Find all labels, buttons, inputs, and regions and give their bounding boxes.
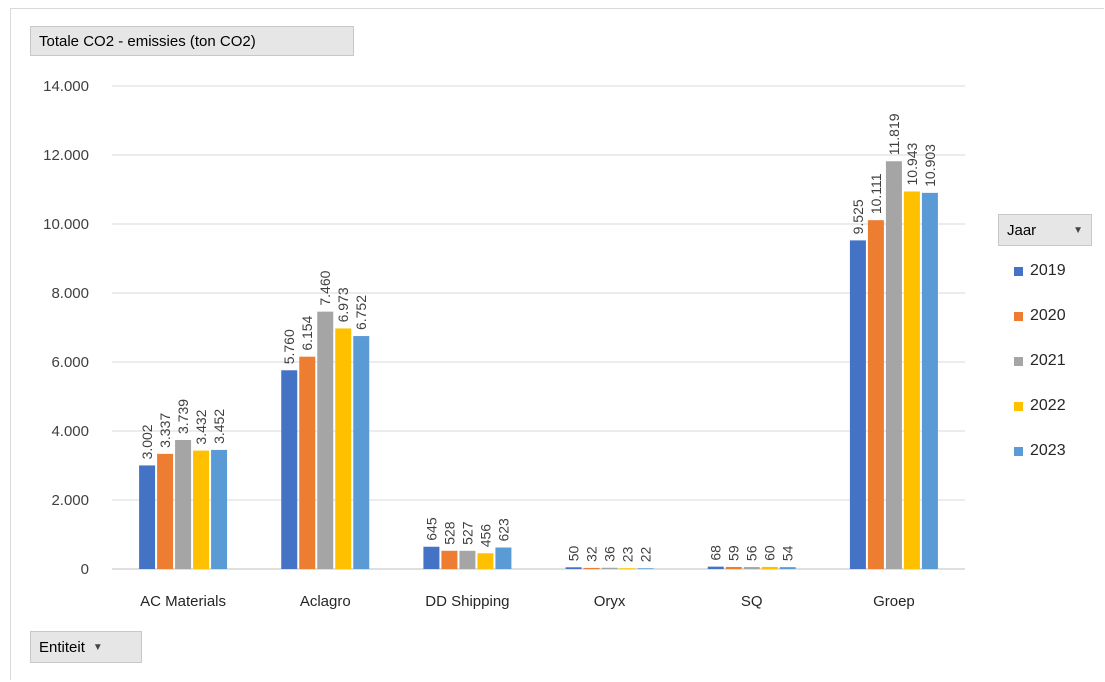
data-label: 6.973	[335, 287, 351, 322]
category-label: Oryx	[594, 593, 626, 610]
legend-swatch	[1014, 266, 1023, 276]
y-tick-label: 8.000	[51, 285, 89, 302]
bar-2020[interactable]	[725, 566, 742, 569]
bar-2022[interactable]	[335, 328, 352, 569]
legend-label: 2023	[1030, 442, 1066, 459]
bar-2023[interactable]	[779, 567, 796, 569]
data-label: 528	[441, 521, 457, 545]
legend-item-2022[interactable]: 2022	[1014, 395, 1066, 417]
bar-2021[interactable]	[175, 440, 192, 569]
data-label: 56	[744, 545, 760, 561]
data-label: 11.819	[886, 113, 902, 155]
data-label: 59	[726, 545, 742, 561]
category-label: SQ	[741, 593, 763, 610]
data-label: 7.460	[317, 270, 333, 305]
bar-2020[interactable]	[157, 453, 174, 569]
y-tick-label: 12.000	[43, 147, 89, 164]
entity-filter-button[interactable]: Entiteit ▼	[30, 631, 142, 663]
category-label: DD Shipping	[425, 593, 509, 610]
category-label: AC Materials	[140, 593, 226, 610]
data-label: 23	[620, 546, 636, 562]
year-filter-label: Jaar	[1007, 221, 1037, 239]
data-label: 3.432	[193, 409, 209, 444]
data-label: 10.111	[868, 173, 884, 214]
data-label: 3.452	[211, 409, 227, 444]
values-field-label: Totale CO2 - emissies (ton CO2)	[39, 32, 256, 50]
data-label: 645	[423, 517, 439, 541]
entity-filter-label: Entiteit	[39, 638, 85, 656]
bar-2019[interactable]	[565, 567, 582, 569]
legend-item-2023[interactable]: 2023	[1014, 440, 1066, 462]
legend-label: 2020	[1030, 307, 1066, 324]
data-label: 6.154	[299, 315, 315, 350]
bar-2020[interactable]	[867, 220, 884, 569]
dropdown-arrow-icon[interactable]: ▼	[92, 641, 103, 653]
bar-2023[interactable]	[495, 547, 512, 569]
legend-swatch	[1014, 311, 1023, 321]
values-field-button[interactable]: Totale CO2 - emissies (ton CO2)	[30, 26, 354, 56]
legend-item-2021[interactable]: 2021	[1014, 350, 1066, 372]
category-label: Aclagro	[300, 593, 351, 610]
data-label: 623	[495, 518, 511, 542]
data-label: 50	[566, 545, 582, 561]
y-tick-label: 2.000	[51, 492, 89, 509]
category-label: Groep	[873, 593, 915, 610]
bar-2019[interactable]	[139, 465, 156, 569]
data-label: 36	[602, 546, 618, 562]
data-label: 527	[459, 521, 475, 545]
data-label: 5.760	[281, 329, 297, 364]
data-label: 9.525	[850, 199, 866, 234]
bar-2020[interactable]	[583, 567, 600, 569]
legend-swatch	[1014, 401, 1023, 411]
data-label: 54	[780, 545, 796, 561]
bar-2021[interactable]	[459, 550, 476, 569]
bar-2022[interactable]	[903, 191, 920, 570]
bar-2023[interactable]	[211, 449, 228, 569]
data-label: 10.943	[904, 142, 920, 185]
y-tick-label: 14.000	[43, 78, 89, 95]
data-label: 3.002	[139, 424, 155, 459]
legend-swatch	[1014, 356, 1023, 366]
bar-2021[interactable]	[601, 567, 618, 569]
data-label: 456	[477, 524, 493, 548]
dropdown-arrow-icon[interactable]: ▼	[1073, 224, 1083, 236]
bar-2020[interactable]	[441, 550, 458, 569]
data-label: 10.903	[922, 144, 938, 187]
bar-2022[interactable]	[761, 566, 778, 569]
bar-2021[interactable]	[885, 161, 902, 569]
bar-2022[interactable]	[477, 553, 494, 569]
legend-swatch	[1014, 446, 1023, 456]
bar-2019[interactable]	[707, 566, 724, 569]
chart-frame	[10, 8, 1104, 680]
legend-label: 2019	[1030, 262, 1066, 279]
legend-item-2019[interactable]: 2019	[1014, 260, 1066, 282]
data-label: 3.739	[175, 399, 191, 434]
bar-2023[interactable]	[921, 192, 938, 569]
y-tick-label: 0	[81, 561, 89, 578]
data-label: 22	[638, 546, 654, 562]
bar-2021[interactable]	[317, 311, 334, 569]
data-label: 32	[584, 546, 600, 562]
data-label: 68	[708, 545, 724, 561]
bar-2019[interactable]	[849, 240, 866, 569]
y-tick-label: 4.000	[51, 423, 89, 440]
bar-2021[interactable]	[743, 567, 760, 569]
legend-item-2020[interactable]: 2020	[1014, 305, 1066, 327]
y-tick-label: 6.000	[51, 354, 89, 371]
legend-label: 2022	[1030, 397, 1066, 414]
data-label: 60	[762, 545, 778, 561]
data-label: 6.752	[353, 295, 369, 330]
y-tick-label: 10.000	[43, 216, 89, 233]
year-filter-button[interactable]: Jaar ▼	[998, 214, 1092, 246]
legend-label: 2021	[1030, 352, 1066, 369]
bar-2023[interactable]	[353, 336, 370, 569]
bar-2022[interactable]	[619, 568, 636, 569]
bar-2022[interactable]	[193, 450, 210, 569]
bar-2019[interactable]	[281, 370, 298, 569]
bar-2019[interactable]	[423, 546, 440, 569]
data-label: 3.337	[157, 413, 173, 448]
bar-2023[interactable]	[637, 568, 654, 569]
bar-2020[interactable]	[299, 356, 316, 569]
